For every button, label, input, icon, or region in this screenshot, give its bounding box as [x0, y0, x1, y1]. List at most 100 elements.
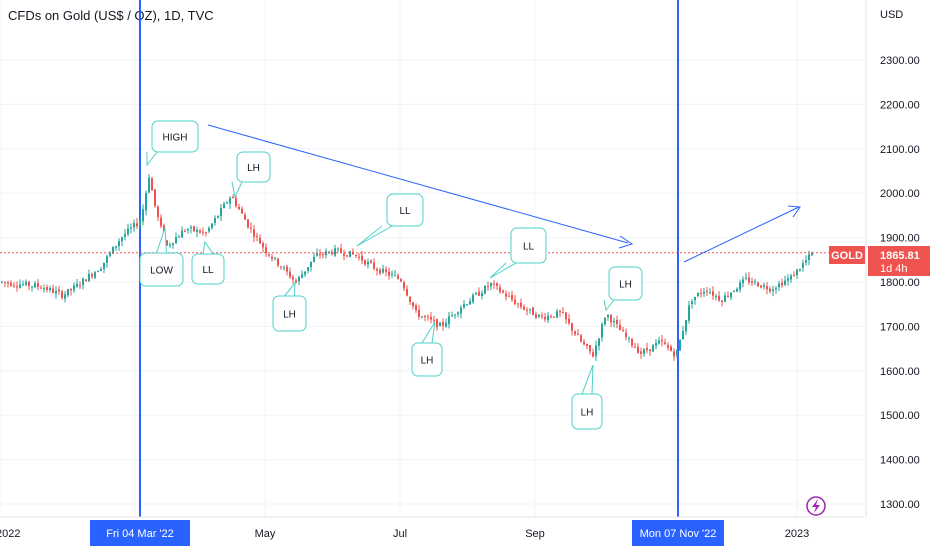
candle-body[interactable]	[523, 306, 525, 310]
callout-ll[interactable]: LL	[489, 227, 547, 279]
candle-body[interactable]	[229, 197, 231, 204]
callout-lh[interactable]: LH	[272, 281, 307, 332]
candle-body[interactable]	[688, 305, 690, 321]
candle-body[interactable]	[517, 303, 519, 305]
candle-body[interactable]	[535, 314, 537, 318]
candle-body[interactable]	[682, 330, 684, 339]
candle-body[interactable]	[463, 304, 465, 308]
candle-body[interactable]	[364, 260, 366, 265]
candle-body[interactable]	[82, 278, 84, 285]
candle-body[interactable]	[316, 253, 318, 256]
candle-body[interactable]	[181, 230, 183, 238]
uptrend-line[interactable]	[683, 206, 800, 263]
candle-body[interactable]	[628, 337, 630, 339]
candle-body[interactable]	[751, 281, 753, 283]
candle-body[interactable]	[121, 237, 123, 242]
candle-body[interactable]	[301, 274, 303, 278]
candle-body[interactable]	[514, 299, 516, 304]
candle-body[interactable]	[16, 286, 18, 288]
candle-body[interactable]	[136, 223, 138, 227]
candle-body[interactable]	[766, 286, 768, 290]
candle-body[interactable]	[217, 215, 219, 218]
candle-body[interactable]	[94, 272, 96, 278]
candle-body[interactable]	[754, 281, 756, 283]
candle-body[interactable]	[106, 256, 108, 263]
candle-body[interactable]	[160, 217, 162, 227]
candle-body[interactable]	[646, 347, 648, 351]
candle-body[interactable]	[745, 277, 747, 279]
candle-body[interactable]	[505, 293, 507, 297]
candle-body[interactable]	[151, 178, 153, 191]
candle-body[interactable]	[298, 276, 300, 282]
candle-body[interactable]	[43, 288, 45, 290]
candle-body[interactable]	[418, 309, 420, 317]
candle-body[interactable]	[784, 280, 786, 285]
candle-body[interactable]	[679, 339, 681, 351]
candle-body[interactable]	[142, 209, 144, 222]
candle-body[interactable]	[250, 227, 252, 229]
candle-body[interactable]	[310, 261, 312, 268]
candle-body[interactable]	[430, 316, 432, 320]
candle-body[interactable]	[91, 274, 93, 277]
candle-body[interactable]	[589, 344, 591, 352]
candle-body[interactable]	[775, 288, 777, 290]
candle-body[interactable]	[607, 314, 609, 317]
candle-body[interactable]	[223, 203, 225, 209]
candle-body[interactable]	[61, 291, 63, 298]
callout-lh[interactable]: LH	[411, 321, 443, 377]
candle-body[interactable]	[685, 320, 687, 332]
candle-body[interactable]	[511, 295, 513, 300]
candle-body[interactable]	[31, 286, 33, 288]
candle-body[interactable]	[79, 285, 81, 287]
candle-body[interactable]	[799, 269, 801, 271]
candle-body[interactable]	[388, 271, 390, 276]
candle-body[interactable]	[598, 338, 600, 346]
candle-body[interactable]	[673, 351, 675, 357]
candle-body[interactable]	[358, 256, 360, 258]
candle-body[interactable]	[733, 290, 735, 292]
candle-body[interactable]	[265, 247, 267, 254]
candle-body[interactable]	[427, 316, 429, 318]
candle-body[interactable]	[442, 322, 444, 326]
candle-body[interactable]	[625, 332, 627, 338]
candle-body[interactable]	[802, 263, 804, 268]
candle-body[interactable]	[166, 240, 168, 246]
candle-body[interactable]	[781, 282, 783, 286]
candle-body[interactable]	[283, 267, 285, 269]
candle-body[interactable]	[349, 250, 351, 257]
candle-body[interactable]	[280, 266, 282, 268]
candle-body[interactable]	[493, 283, 495, 285]
candle-body[interactable]	[667, 344, 669, 348]
candle-body[interactable]	[391, 274, 393, 276]
candle-body[interactable]	[748, 277, 750, 283]
downtrend-line[interactable]	[207, 124, 629, 244]
candle-body[interactable]	[346, 255, 348, 257]
candle-body[interactable]	[790, 275, 792, 280]
candle-body[interactable]	[658, 340, 660, 344]
candle-body[interactable]	[460, 307, 462, 314]
callouts[interactable]: HIGH LOW LL LH LH LL LH LL LH LH	[139, 120, 643, 430]
candle-body[interactable]	[4, 281, 6, 283]
candle-body[interactable]	[361, 255, 363, 261]
candle-body[interactable]	[7, 282, 9, 284]
candle-body[interactable]	[232, 197, 234, 199]
candle-body[interactable]	[559, 311, 561, 313]
candle-body[interactable]	[763, 285, 765, 287]
candle-body[interactable]	[190, 227, 192, 229]
candle-body[interactable]	[193, 226, 195, 232]
candle-body[interactable]	[253, 229, 255, 237]
candle-body[interactable]	[100, 269, 102, 271]
candle-body[interactable]	[127, 228, 129, 235]
candle-body[interactable]	[544, 317, 546, 320]
candle-body[interactable]	[451, 315, 453, 317]
candle-body[interactable]	[604, 318, 606, 325]
candle-body[interactable]	[595, 345, 597, 357]
candle-body[interactable]	[196, 229, 198, 233]
candle-body[interactable]	[691, 301, 693, 305]
candle-body[interactable]	[394, 275, 396, 277]
candle-body[interactable]	[739, 282, 741, 290]
candle-body[interactable]	[220, 207, 222, 217]
candle-body[interactable]	[436, 319, 438, 328]
candle-body[interactable]	[205, 232, 207, 234]
candle-body[interactable]	[367, 261, 369, 265]
